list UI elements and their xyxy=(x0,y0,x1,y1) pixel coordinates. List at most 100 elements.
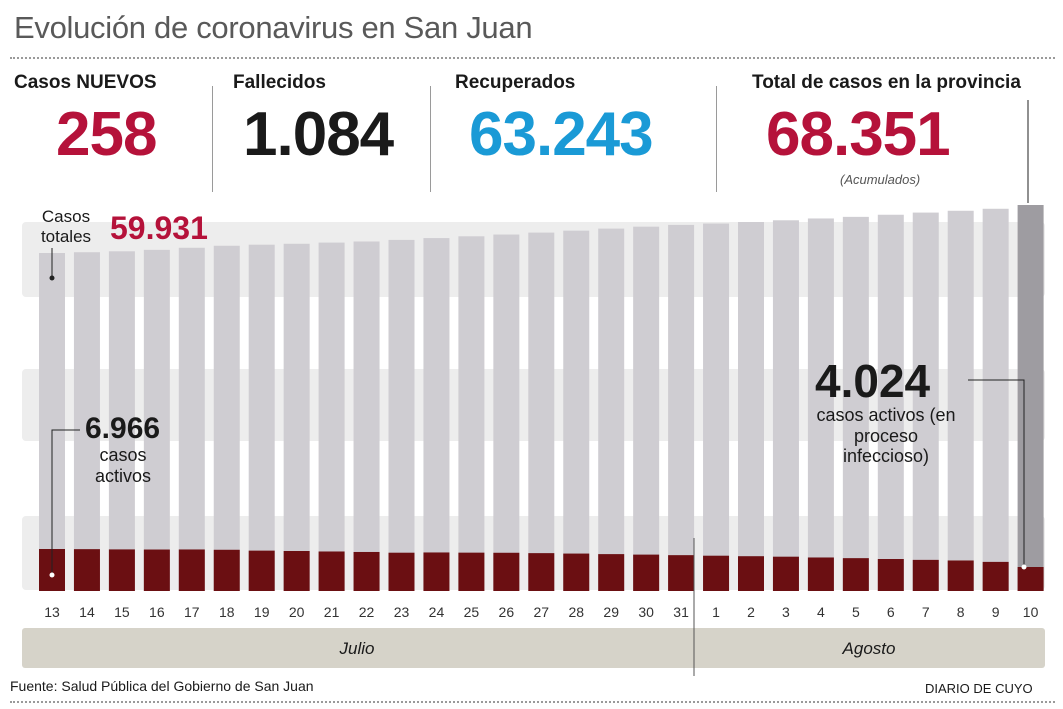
stat-deaths: Fallecidos 1.084 xyxy=(233,72,394,169)
source-note: Fuente: Salud Pública del Gobierno de Sa… xyxy=(10,678,314,694)
stat-total-note: (Acumulados) xyxy=(840,172,921,187)
active-bar-28 xyxy=(563,553,590,591)
stat-recovered: Recuperados 63.243 xyxy=(455,72,654,169)
stat-separator xyxy=(212,86,213,192)
active-bar-31 xyxy=(668,555,695,591)
first-total-value: 59.931 xyxy=(110,210,208,246)
x-tick-label: 2 xyxy=(747,604,755,620)
active-bar-19 xyxy=(248,550,275,591)
x-tick-label: 28 xyxy=(568,604,584,620)
x-tick-label: 31 xyxy=(673,604,689,620)
total-bar-20 xyxy=(283,243,310,591)
total-bar-6 xyxy=(877,214,904,592)
total-bar-31 xyxy=(668,224,695,591)
active-bar-7 xyxy=(912,559,939,591)
stat-separator xyxy=(430,86,431,192)
total-bar-16 xyxy=(143,249,170,592)
x-tick-label: 4 xyxy=(817,604,825,620)
x-tick-label: 13 xyxy=(44,604,60,620)
total-bar-29 xyxy=(598,228,625,592)
active-bar-22 xyxy=(353,551,380,591)
total-bar-25 xyxy=(458,236,485,591)
x-tick-label: 26 xyxy=(499,604,515,620)
active-bar-16 xyxy=(143,549,170,591)
active-bar-14 xyxy=(73,549,100,591)
active-bar-8 xyxy=(947,560,974,591)
active-bar-24 xyxy=(423,552,450,591)
active-bar-9 xyxy=(982,561,1009,591)
active-bar-30 xyxy=(633,554,660,591)
last-active-dot xyxy=(1021,564,1027,570)
x-tick-label: 21 xyxy=(324,604,340,620)
x-tick-label: 7 xyxy=(922,604,930,620)
x-tick-label: 1 xyxy=(712,604,720,620)
total-bar-4 xyxy=(807,218,834,591)
total-bar-2 xyxy=(738,221,764,591)
active-bar-2 xyxy=(738,556,764,591)
month-band-bg xyxy=(22,628,1045,668)
x-tick-label: 24 xyxy=(429,604,445,620)
x-tick-label: 30 xyxy=(638,604,654,620)
first-active-dot xyxy=(49,572,55,578)
bars xyxy=(39,205,1044,592)
stat-total-value: 68.351 xyxy=(766,100,951,169)
first-active-value: 6.966 xyxy=(85,412,161,445)
x-tick-label: 10 xyxy=(1023,604,1039,620)
active-bar-26 xyxy=(493,552,520,591)
title-divider xyxy=(10,57,1055,59)
total-bar-26 xyxy=(493,234,520,591)
active-bar-29 xyxy=(598,554,625,591)
brand-label: DIARIO DE CUYO xyxy=(925,681,1033,696)
stat-recovered-label: Recuperados xyxy=(455,72,576,93)
total-bar-23 xyxy=(388,239,415,592)
month-label: Julio xyxy=(339,639,375,658)
last-active-value: 4.024 xyxy=(815,355,931,407)
total-bar-8 xyxy=(947,210,974,591)
total-bar-5 xyxy=(842,216,869,591)
active-bar-20 xyxy=(283,550,310,591)
total-bar-22 xyxy=(353,241,380,591)
stat-new-value: 258 xyxy=(56,100,157,169)
stat-total: Total de casos en la provincia 68.351 xyxy=(752,72,1021,166)
active-bar-15 xyxy=(108,549,135,591)
x-tick-label: 17 xyxy=(184,604,200,620)
total-bar-1 xyxy=(703,223,730,591)
stat-new-cases: Casos NUEVOS 258 xyxy=(14,72,157,166)
x-tick-label: 3 xyxy=(782,604,790,620)
total-bar-17 xyxy=(178,247,205,591)
total-bar-28 xyxy=(563,230,590,591)
active-bar-4 xyxy=(807,557,834,591)
active-bar-25 xyxy=(458,552,485,591)
total-bar-30 xyxy=(633,226,660,592)
x-tick-label: 9 xyxy=(992,604,1000,620)
active-bar-10 xyxy=(1017,567,1044,591)
footer-divider xyxy=(10,701,1055,703)
first-active-leader xyxy=(51,429,80,575)
total-bar-24 xyxy=(423,238,450,592)
x-tick-label: 27 xyxy=(534,604,550,620)
active-bar-21 xyxy=(318,551,345,591)
total-bar-21 xyxy=(318,242,345,591)
x-tick-label: 8 xyxy=(957,604,965,620)
active-bar-17 xyxy=(178,549,205,591)
last-active-label: casos activos (en proceso infeccioso) xyxy=(816,405,956,467)
x-tick-label: 18 xyxy=(219,604,235,620)
total-bar-9 xyxy=(982,208,1009,591)
active-bar-1 xyxy=(703,555,730,591)
x-tick-label: 23 xyxy=(394,604,410,620)
active-bar-3 xyxy=(772,556,799,591)
stat-new-label: Casos NUEVOS xyxy=(14,72,157,93)
x-tick-label: 16 xyxy=(149,604,165,620)
x-tick-label: 6 xyxy=(887,604,895,620)
stat-deaths-value: 1.084 xyxy=(243,100,394,169)
x-tick-label: 22 xyxy=(359,604,375,620)
x-tick-label: 19 xyxy=(254,604,270,620)
active-bar-23 xyxy=(388,552,415,591)
annotation-leaders xyxy=(49,100,1029,578)
stat-recovered-value: 63.243 xyxy=(469,100,654,169)
x-tick-labels: 13 14 15 16 17 18 19 20 21 22 23 24 25 26 27 28 29 30 31 1 2… xyxy=(44,604,1038,620)
total-bar-7 xyxy=(912,212,939,591)
total-bar-3 xyxy=(772,220,799,591)
x-tick-label: 29 xyxy=(603,604,619,620)
